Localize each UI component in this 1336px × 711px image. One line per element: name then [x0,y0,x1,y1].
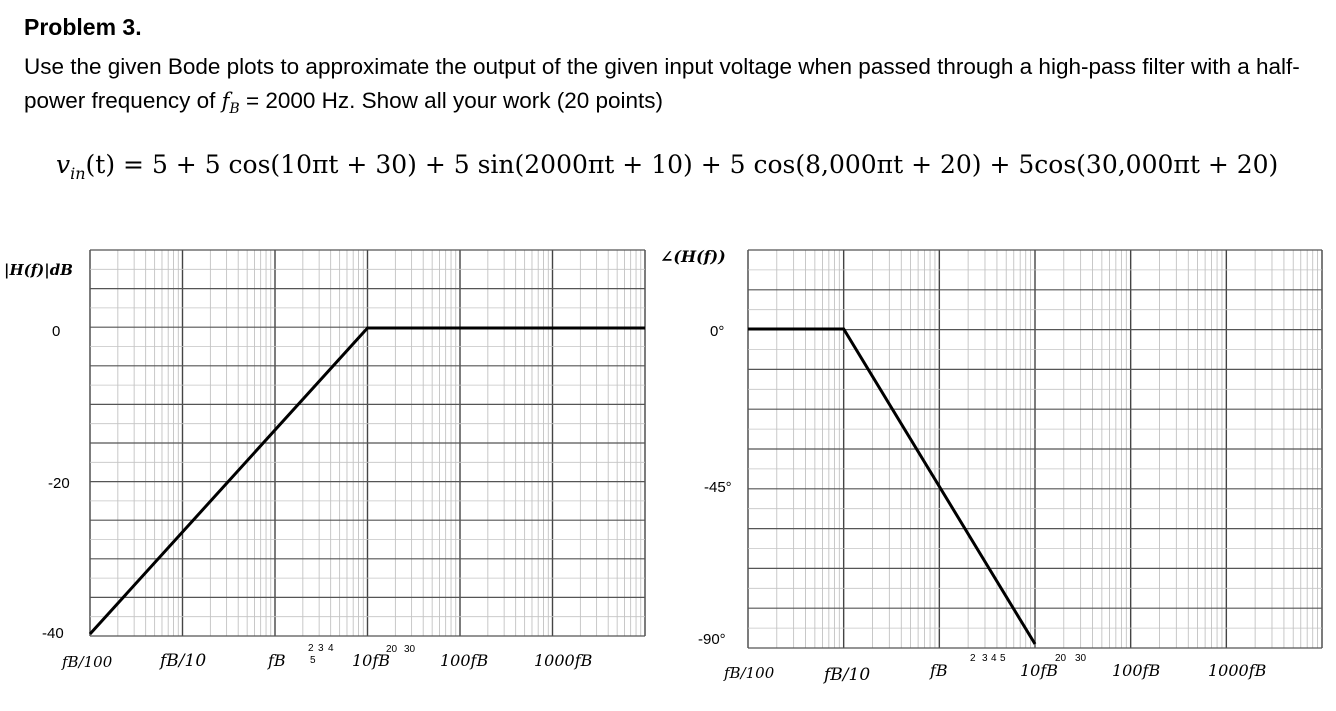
ph-xtick-10fb: 10fB [1020,661,1058,680]
ph-xtick-fb: fB [929,661,948,680]
mag-xtick-fb: fB [267,651,286,670]
mag-xtick-10fb: 10fB [352,651,390,670]
magnitude-grid [89,249,646,637]
magnitude-ytick-0: 0 [52,323,60,340]
ph-xtick-1000fb: 1000fB [1208,661,1267,680]
magnitude-plot: |H(f)|dB 0 -20 -40 fB/100 fB/10 fB 10fB … [4,249,646,671]
input-voltage-equation: vin(t) = 5 + 5 cos(10πt + 30) + 5 sin(20… [56,150,1279,183]
phase-ytick-minus45: -45° [704,479,732,496]
magnitude-ylabel: |H(f)|dB [4,261,73,279]
mag-minor-4: 4 [328,643,334,654]
mag-minor-3: 3 [318,643,324,654]
phase-ytick-minus90: -90° [698,631,726,648]
phase-asymptote-line [748,327,1037,645]
mag-xtick-fb-100: fB/100 [61,653,113,671]
ph-xtick-100fb: 100fB [1112,661,1160,680]
phase-plot: ∠(H(f)) 0° -45° -90° fB/100 fB/10 fB 10f… [660,247,1323,685]
ph-xtick-fb-100: fB/100 [723,664,775,682]
ph-minor-30: 30 [1075,653,1087,664]
problem-statement: Use the given Bode plots to approximate … [24,50,1314,126]
statement-text-before: Use the given Bode plots to approximate … [24,54,1300,113]
ph-minor-2: 2 [970,653,976,664]
mag-minor-20: 20 [386,644,398,655]
magnitude-ytick-minus20: -20 [48,475,70,492]
ph-minor-4: 4 [991,653,997,664]
phase-ytick-0: 0° [710,323,724,340]
statement-text-after: = 2000 Hz. Show all your work (20 points… [239,88,664,113]
magnitude-ytick-minus40: -40 [42,625,64,642]
magnitude-x-tick-labels: fB/100 fB/10 fB 10fB 100fB 1000fB 2 3 4 … [61,643,593,671]
mag-minor-5: 5 [310,655,316,666]
magnitude-asymptote-line [88,326,645,636]
mag-minor-30: 30 [404,644,416,655]
half-power-frequency-symbol: fB [221,89,240,118]
ph-minor-20: 20 [1055,653,1067,664]
mag-xtick-fb-10: fB/10 [158,651,206,671]
ph-minor-3: 3 [982,653,988,664]
ph-minor-5: 5 [1000,653,1006,664]
phase-grid [747,249,1323,649]
phase-x-tick-labels: fB/100 fB/10 fB 10fB 100fB 1000fB 2 3 4 … [723,653,1267,685]
mag-xtick-1000fb: 1000fB [534,651,593,670]
phase-ylabel: ∠(H(f)) [660,247,726,266]
problem-title: Problem 3. [24,14,142,40]
ph-xtick-fb-10: fB/10 [822,665,870,685]
mag-minor-2: 2 [308,643,314,654]
mag-xtick-100fb: 100fB [440,651,488,670]
